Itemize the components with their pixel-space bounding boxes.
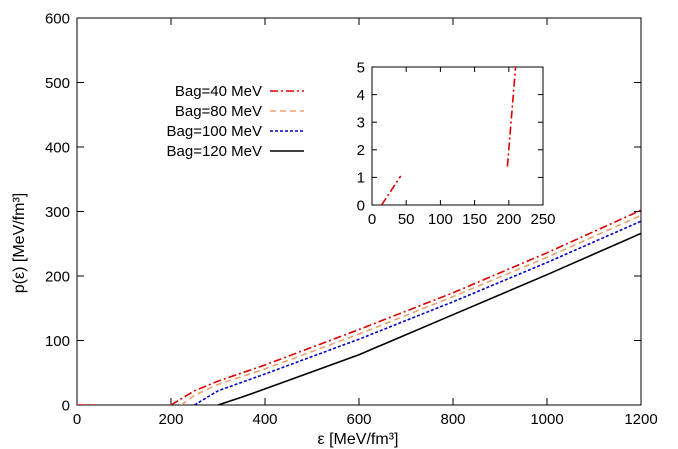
- inset-x-tick-label: 100: [428, 211, 453, 228]
- main-y-tick-label: 400: [45, 139, 70, 156]
- main-x-tick-label: 400: [252, 411, 277, 428]
- main-y-tick-label: 600: [45, 10, 70, 27]
- inset-y-tick-label: 2: [357, 142, 365, 159]
- main-y-tick-label: 0: [62, 397, 70, 414]
- main-x-tick-label: 0: [73, 411, 81, 428]
- legend: Bag=40 MeV Bag=80 MeV Bag=100 MeV Bag=120 M…: [167, 83, 304, 160]
- main-y-tick-label: 500: [45, 75, 70, 92]
- main-x-tick-label: 1200: [624, 411, 657, 428]
- x-axis-label: ε [MeV/fm³]: [318, 431, 399, 448]
- inset-y-tick-label: 4: [357, 87, 365, 104]
- main-x-tick-label: 600: [346, 411, 371, 428]
- inset-background: [372, 67, 543, 205]
- main-series-line-0: [170, 209, 641, 405]
- inset-y-tick-label: 1: [357, 170, 365, 187]
- main-y-tick-label: 100: [45, 333, 70, 350]
- main-series-line-2: [194, 220, 641, 405]
- main-x-tick-label: 800: [440, 411, 465, 428]
- inset-x-tick-label: 0: [368, 211, 376, 228]
- inset-frame: [371, 66, 544, 206]
- legend-label: Bag=40 MeV: [175, 83, 262, 100]
- main-series-line-1: [180, 214, 641, 405]
- main-x-tick-label: 200: [158, 411, 183, 428]
- inset-x-tick-label: 150: [462, 211, 487, 228]
- main-x-tick-label: 1000: [530, 411, 563, 428]
- inset-y-tick-label: 0: [357, 197, 365, 214]
- main-y-tick-label: 300: [45, 204, 70, 221]
- inset-series-line-0: [380, 175, 402, 205]
- y-axis-label: p(ε) [MeV/fm³]: [11, 193, 28, 293]
- legend-label: Bag=80 MeV: [175, 103, 262, 120]
- inset-series-line-0: [506, 66, 517, 167]
- inset-y-tick-label: 3: [357, 114, 365, 131]
- main-series-line-3: [217, 232, 641, 405]
- inset-x-tick-label: 200: [496, 211, 521, 228]
- legend-label: Bag=120 MeV: [167, 143, 263, 160]
- main-y-tick-label: 200: [45, 268, 70, 285]
- legend-label: Bag=100 MeV: [167, 123, 263, 140]
- inset-x-tick-label: 50: [398, 211, 415, 228]
- inset-x-tick-label: 250: [530, 211, 555, 228]
- inset-y-tick-label: 5: [357, 59, 365, 76]
- inset-plot: 0 50 100 150 200 250 0 1 2 3 4 5: [357, 59, 556, 228]
